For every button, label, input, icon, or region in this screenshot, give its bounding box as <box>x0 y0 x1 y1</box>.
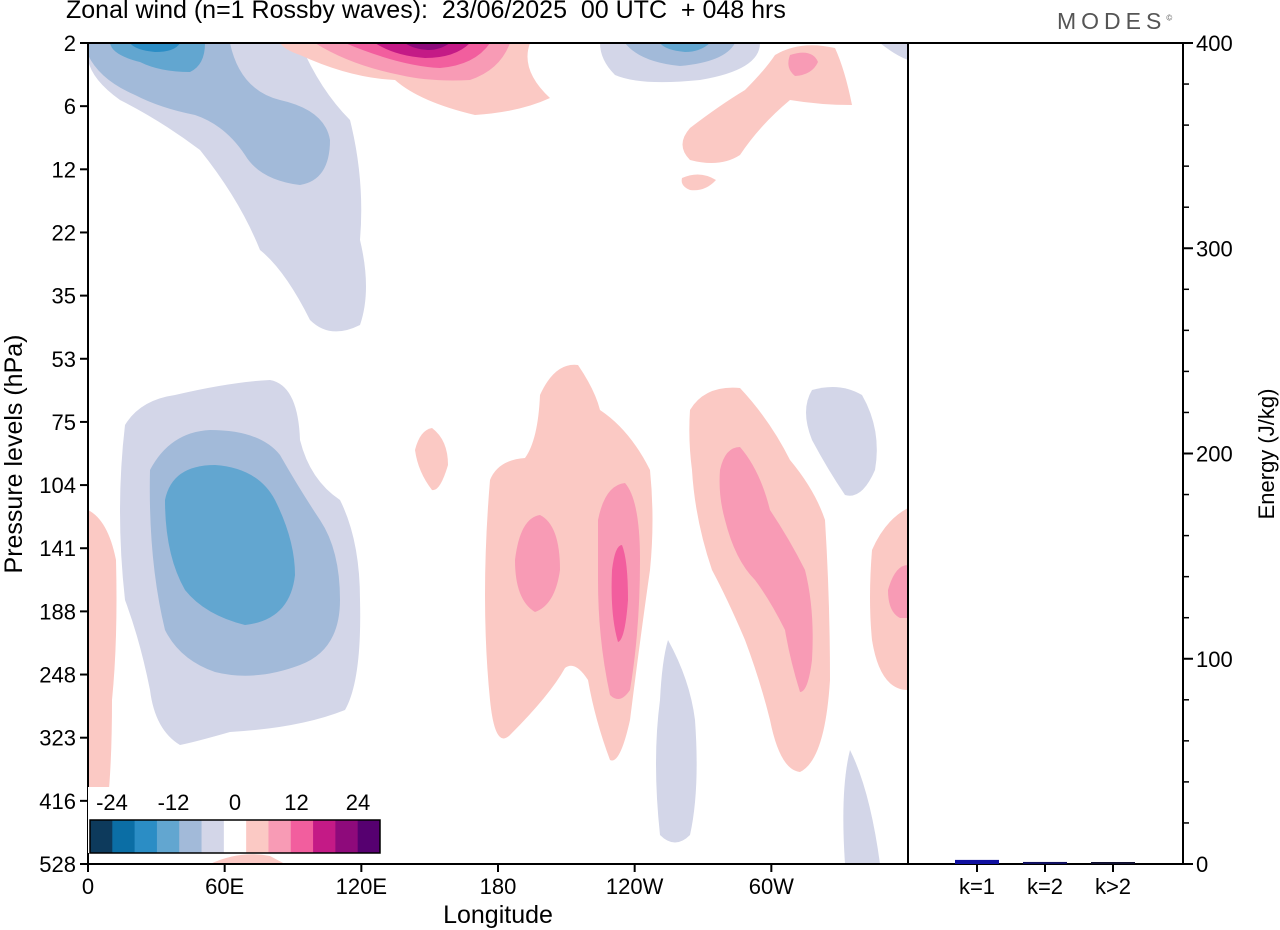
colorbar: -24 -12 0 12 24 <box>88 787 382 854</box>
contour-left-edge-pink <box>88 510 117 800</box>
pressure-tick-label: 53 <box>52 347 76 372</box>
longitude-tick-label: 60W <box>749 874 794 899</box>
contour-right-blob <box>806 386 877 496</box>
colorbar-swatch <box>112 820 136 853</box>
pressure-tick-label: 22 <box>52 220 76 245</box>
contour-lower-streak-2 <box>843 750 880 864</box>
colorbar-swatch <box>179 820 203 853</box>
contour-bottom-pink <box>210 854 285 864</box>
positive-contours <box>88 43 908 864</box>
contour-central-pink-strong <box>611 545 628 642</box>
longitude-tick-label: 60E <box>205 874 244 899</box>
pressure-tick-label: 248 <box>39 663 76 688</box>
negative-contours <box>88 43 908 864</box>
contour-right-pink-medium <box>719 447 813 692</box>
energy-axis: 0 100 200 300 400 <box>1183 31 1233 877</box>
energy-tick-label: 200 <box>1196 442 1233 467</box>
longitude-tick-label: 0 <box>82 874 94 899</box>
contour-pink-dot-2 <box>415 428 448 491</box>
pressure-tick-label: 528 <box>39 852 76 877</box>
logo-text: MODES <box>1057 8 1167 34</box>
colorbar-swatch <box>134 820 158 853</box>
colorbar-label: 12 <box>284 790 308 815</box>
chart-title: Zonal wind (n=1 Rossby waves): 23/06/202… <box>66 0 786 24</box>
contour-top-pink-deep <box>375 43 470 58</box>
pressure-tick-label: 2 <box>64 31 76 56</box>
colorbar-swatch <box>357 820 381 853</box>
colorbar-label: 24 <box>346 790 370 815</box>
colorbar-swatch <box>223 820 247 853</box>
contour-small-pink-dot <box>681 174 716 191</box>
contour-field <box>88 43 908 864</box>
contour-upper-left-medium <box>88 43 330 185</box>
contour-left-trough-dark <box>165 465 295 625</box>
energy-tick-label: 100 <box>1196 647 1233 672</box>
contour-upper-right-pink-core <box>788 52 818 76</box>
energy-tick-label: 0 <box>1196 852 1208 877</box>
pressure-tick-label: 6 <box>64 94 76 119</box>
energy-category-label: k=1 <box>959 874 995 899</box>
contour-top-center-medium <box>625 43 735 66</box>
colorbar-swatch <box>246 820 269 853</box>
contour-upper-right-pink <box>682 45 852 164</box>
colorbar-swatch <box>335 820 359 853</box>
logo-copyright-mark: © <box>1166 13 1173 23</box>
longitude-axis: 0 60E 120E 180 120W 60W <box>82 864 794 899</box>
energy-category-label: k=2 <box>1027 874 1063 899</box>
colorbar-swatch <box>290 820 314 853</box>
x-axis-title: Longitude <box>443 901 553 929</box>
colorbar-swatch <box>313 820 336 853</box>
pressure-tick-label: 141 <box>39 536 76 561</box>
colorbar-swatch <box>156 820 180 853</box>
pressure-tick-label: 323 <box>39 726 76 751</box>
colorbar-swatch <box>268 820 292 853</box>
colorbar-frame <box>89 819 381 854</box>
contour-top-center-dark <box>660 43 710 52</box>
energy-tick-label: 400 <box>1196 31 1233 56</box>
contour-central-pink-medium-1 <box>515 515 560 612</box>
pressure-tick-label: 12 <box>52 157 76 182</box>
y-axis-title-right: Energy (J/kg) <box>1254 389 1279 520</box>
colorbar-swatch <box>90 820 113 853</box>
contour-upper-left-dark <box>110 43 205 72</box>
pressure-tick-label: 104 <box>39 473 76 498</box>
longitude-tick-label: 120W <box>606 874 664 899</box>
colorbar-label: -24 <box>96 790 128 815</box>
y-axis-title-left: Pressure levels (hPa) <box>0 335 28 574</box>
pressure-tick-label: 75 <box>52 410 76 435</box>
contour-far-right-pink-medium <box>888 565 908 618</box>
pressure-axis: 2 6 12 22 35 53 75 104 141 188 248 323 416 528 <box>39 31 88 877</box>
energy-bars: k=1 k=2 k>2 <box>955 859 1135 899</box>
pressure-tick-label: 416 <box>39 789 76 814</box>
pressure-tick-label: 188 <box>39 599 76 624</box>
contour-upper-left-darker <box>130 43 180 52</box>
contour-top-pink-peak <box>405 43 450 50</box>
energy-tick-label: 300 <box>1196 236 1233 261</box>
energy-bar <box>1023 861 1067 864</box>
colorbar-swatch <box>201 820 225 853</box>
colorbar-label: -12 <box>158 790 190 815</box>
longitude-tick-label: 180 <box>480 874 517 899</box>
contour-top-right-corner <box>880 43 908 60</box>
longitude-tick-label: 120E <box>336 874 387 899</box>
contour-lower-streak-1 <box>656 640 697 843</box>
energy-bar <box>955 859 999 864</box>
colorbar-label: 0 <box>229 790 241 815</box>
pressure-tick-label: 35 <box>52 284 76 309</box>
energy-category-label: k>2 <box>1095 874 1131 899</box>
energy-bar <box>1091 862 1135 864</box>
modes-logo: MODES© <box>1057 8 1172 35</box>
energy-plot-frame <box>907 42 1184 865</box>
